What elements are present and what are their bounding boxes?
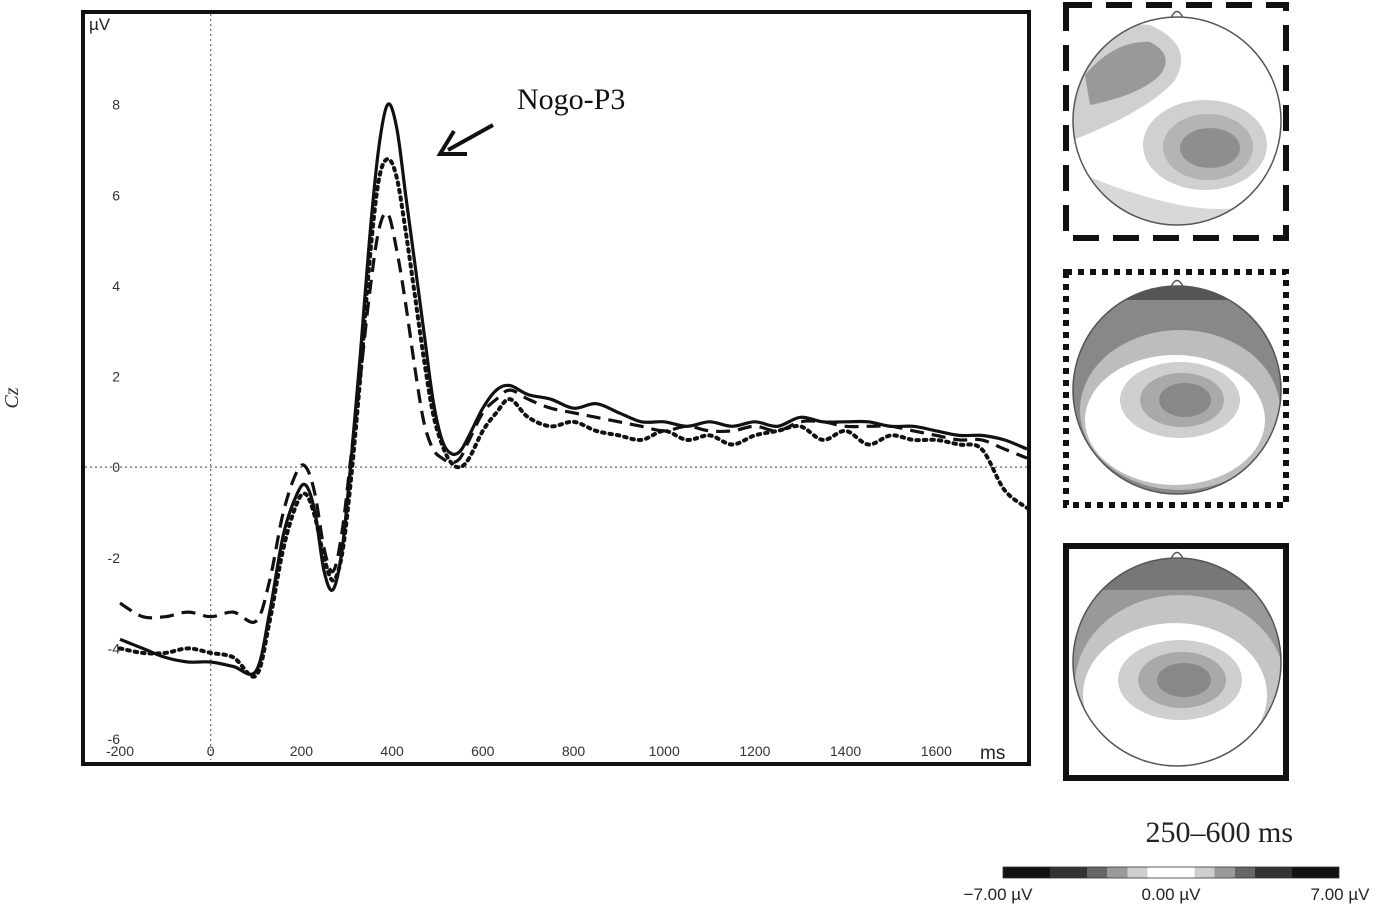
colorbar-max-label: 7.00 µV [1311,885,1371,904]
y-tick-label: -6 [108,731,121,747]
x-tick-label: 1200 [739,743,770,759]
x-tick-label: -200 [106,743,134,759]
x-tick-label: 1400 [830,743,861,759]
x-axis-unit-label: ms [980,743,1005,764]
y-tick-label: 0 [112,459,120,475]
nogo-p3-annotation: Nogo-P3 [517,83,625,116]
y-tick-label: 2 [112,369,120,385]
x-tick-label: 600 [471,743,495,759]
y-tick-label: -4 [108,640,121,656]
colorbar-min-label: −7.00 µV [964,885,1034,904]
x-tick-label: 1600 [921,743,952,759]
colorbar [1002,866,1340,879]
topomap-dotted [1063,269,1289,508]
y-tick-label: 4 [112,278,120,294]
x-tick-label: 0 [207,743,215,759]
channel-label: Cz [1,387,23,408]
x-tick-label: 200 [290,743,314,759]
annotation-arrow [436,123,494,156]
series-line-dotted [118,156,1027,679]
plot-frame [81,10,1031,766]
topomap-time-window: 250–600 ms [1145,816,1293,849]
series-line-dashed [119,211,1027,624]
topomap-solid [1063,543,1289,781]
y-tick-label: 8 [112,97,120,113]
x-axis-ticks: -200 0 200 400 600 800 1000 1200 1400 1600 [106,743,952,759]
waveform-series [118,102,1027,679]
y-axis-label: µV [89,15,111,34]
x-tick-label: 1000 [649,743,680,759]
topomap-dashed [1063,2,1289,241]
y-tick-label: 6 [112,187,120,203]
x-tick-label: 800 [562,743,586,759]
colorbar-mid-label: 0.00 µV [1142,885,1202,904]
series-line-solid [119,102,1027,676]
y-tick-label: -2 [108,550,121,566]
y-axis-ticks: -6 -4 -2 0 2 4 6 8 [108,97,121,747]
x-tick-label: 400 [380,743,404,759]
